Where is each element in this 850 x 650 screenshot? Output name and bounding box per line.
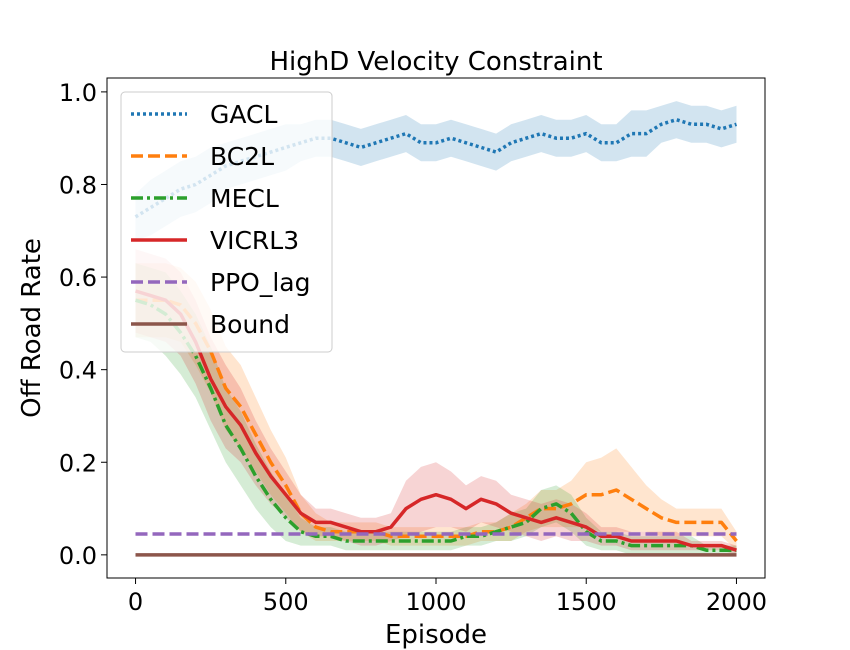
y-tick-label: 0.0 bbox=[59, 542, 97, 570]
legend-label-bound: Bound bbox=[210, 310, 290, 339]
y-axis-ticks: 0.0 0.2 0.4 0.6 0.8 1.0 bbox=[59, 79, 107, 570]
legend-label-bc2l: BC2L bbox=[210, 142, 274, 171]
y-tick-label: 0.4 bbox=[59, 357, 97, 385]
line-vicrl3 bbox=[134, 289, 738, 552]
legend-label-ppo-lag: PPO_lag bbox=[210, 268, 310, 297]
x-tick-label: 1500 bbox=[556, 588, 617, 616]
line-bc2l bbox=[135, 298, 738, 543]
line-mecl bbox=[134, 298, 737, 552]
legend-label-mecl: MECL bbox=[210, 184, 279, 213]
y-tick-label: 0.6 bbox=[59, 264, 97, 292]
x-axis-label: Episode bbox=[385, 620, 487, 650]
x-tick-label: 500 bbox=[263, 588, 309, 616]
chart-title: HighD Velocity Constraint bbox=[269, 47, 602, 77]
x-tick-label: 0 bbox=[128, 588, 143, 616]
legend-label-gacl: GACL bbox=[210, 100, 277, 129]
y-tick-label: 0.8 bbox=[59, 171, 97, 199]
band-bc2l bbox=[135, 263, 737, 551]
band-vicrl3 bbox=[135, 249, 737, 555]
y-tick-label: 1.0 bbox=[59, 79, 97, 107]
x-tick-label: 2000 bbox=[706, 588, 767, 616]
y-axis-label: Off Road Rate bbox=[17, 238, 47, 418]
legend-label-vicrl3: VICRL3 bbox=[210, 226, 299, 255]
legend: GACL BC2L MECL VICRL3 PPO_lag Bound bbox=[120, 91, 333, 353]
x-tick-label: 1000 bbox=[405, 588, 466, 616]
y-tick-label: 0.2 bbox=[59, 449, 97, 477]
x-axis-ticks: 0 500 1000 1500 2000 bbox=[128, 578, 767, 616]
